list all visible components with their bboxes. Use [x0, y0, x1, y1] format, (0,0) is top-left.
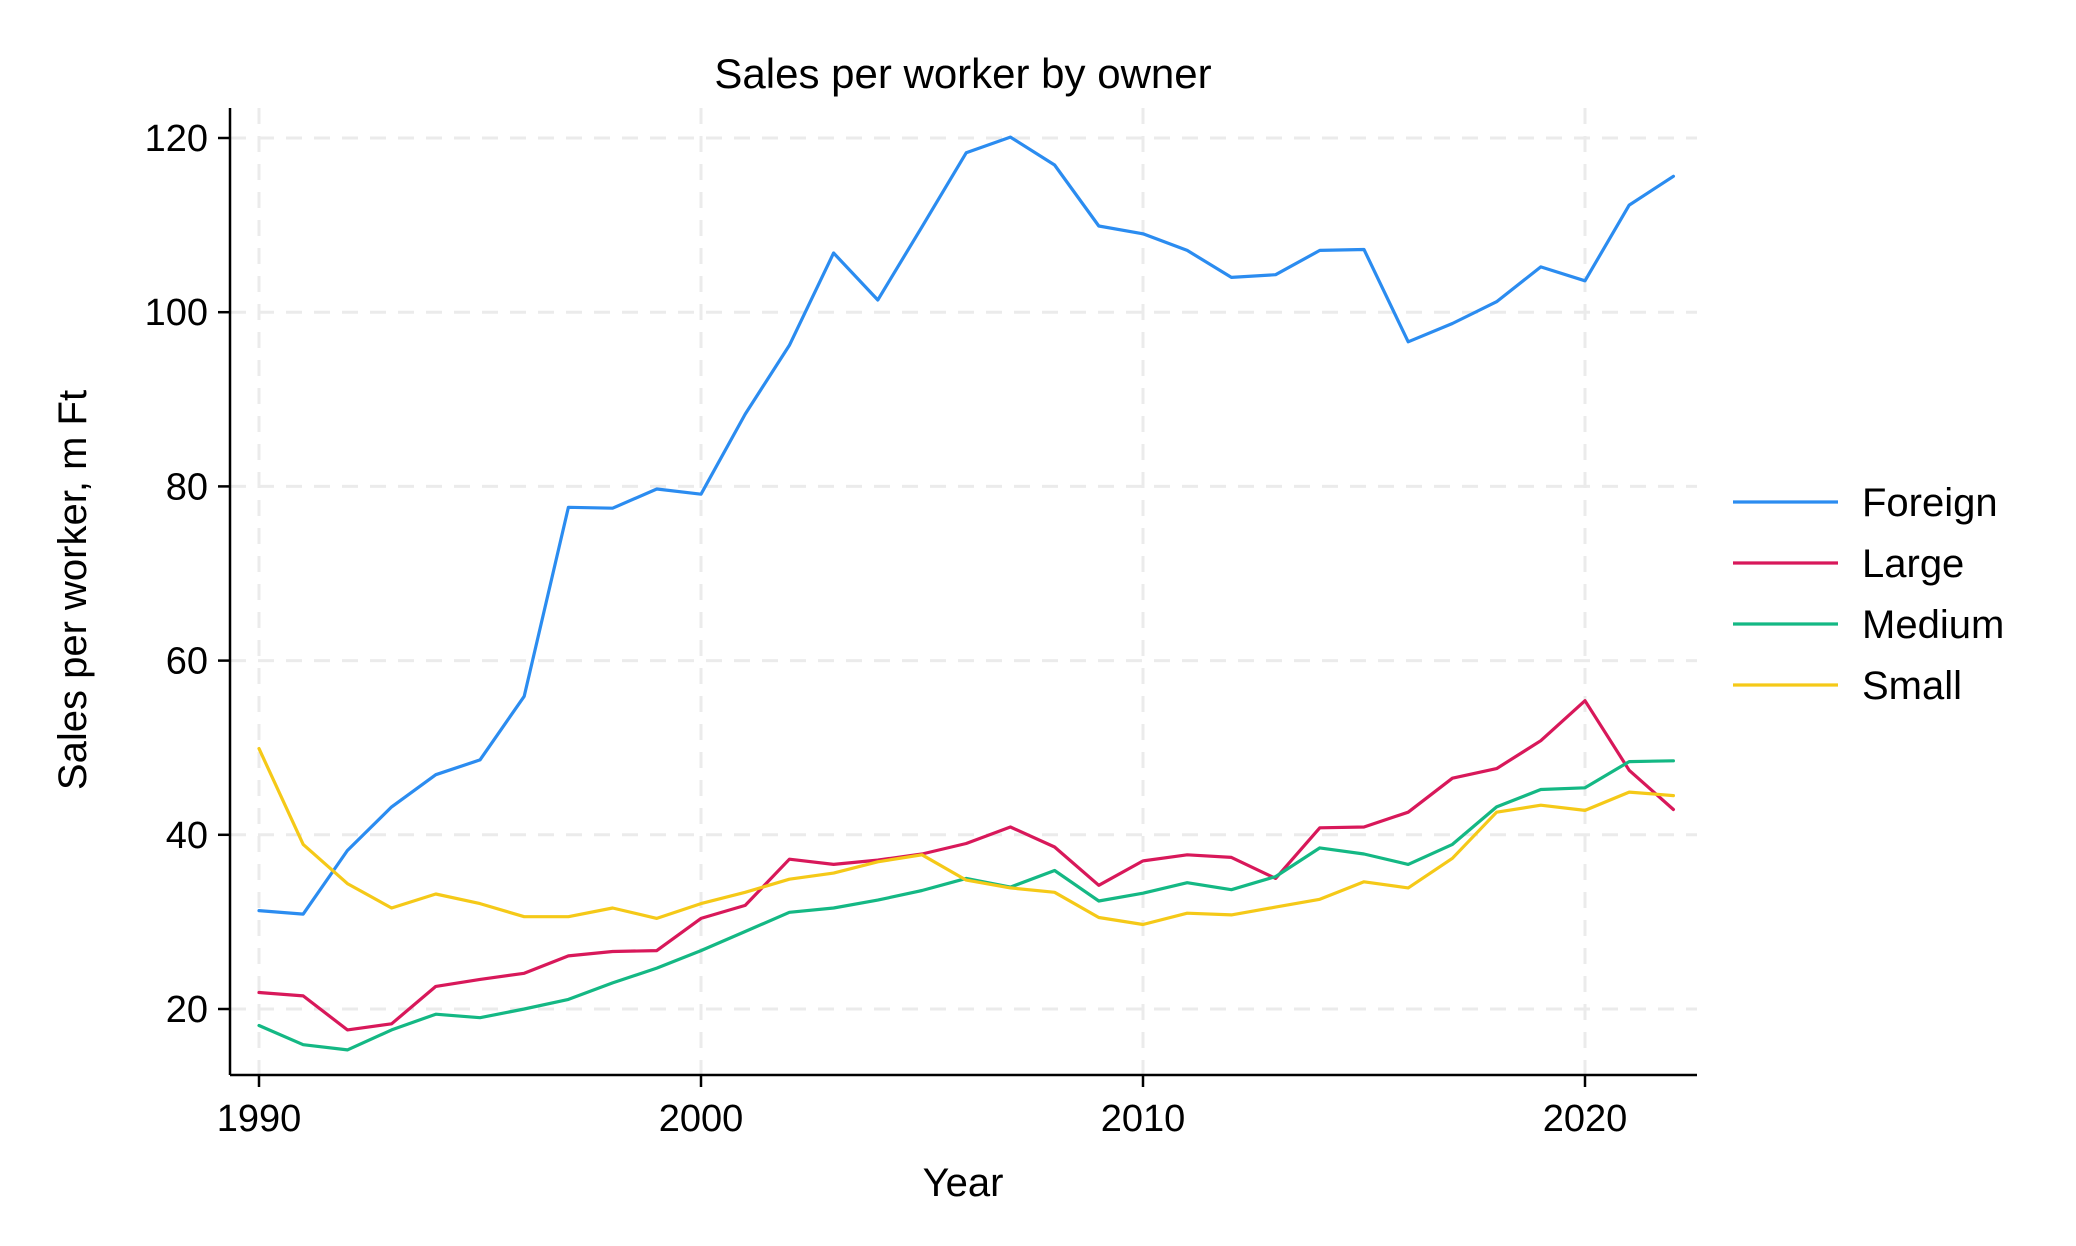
x-tick-label: 2010 [1101, 1098, 1186, 1140]
y-tick-label: 40 [166, 815, 208, 857]
x-tick-label: 2000 [659, 1098, 744, 1140]
y-tick-label: 120 [145, 118, 208, 160]
y-tick-label: 20 [166, 989, 208, 1031]
x-axis-title: Year [923, 1161, 1004, 1205]
legend-label-foreign: Foreign [1862, 481, 1998, 525]
y-tick-label: 80 [166, 466, 208, 508]
y-tick-label: 60 [166, 641, 208, 683]
series-line-foreign [257, 135, 1676, 916]
x-tick-label: 1990 [217, 1098, 302, 1140]
legend: Foreign Large Medium Small [1733, 481, 2004, 708]
series-lines [257, 135, 1676, 1052]
y-axis-title: Sales per worker, m Ft [51, 390, 95, 790]
legend-label-medium: Medium [1862, 603, 2004, 647]
legend-label-small: Small [1862, 664, 1962, 708]
y-tick-label: 100 [145, 292, 208, 334]
chart-title: Sales per worker by owner [714, 50, 1211, 97]
series-line-large [257, 699, 1676, 1032]
series-line-medium [257, 759, 1676, 1052]
axis-ticks: 20 40 60 80 100 120 1990 2000 2010 2020 [145, 118, 1628, 1140]
series-line-small [257, 746, 1676, 927]
legend-label-large: Large [1862, 542, 1964, 586]
x-tick-label: 2020 [1543, 1098, 1628, 1140]
grid [230, 108, 1697, 1075]
